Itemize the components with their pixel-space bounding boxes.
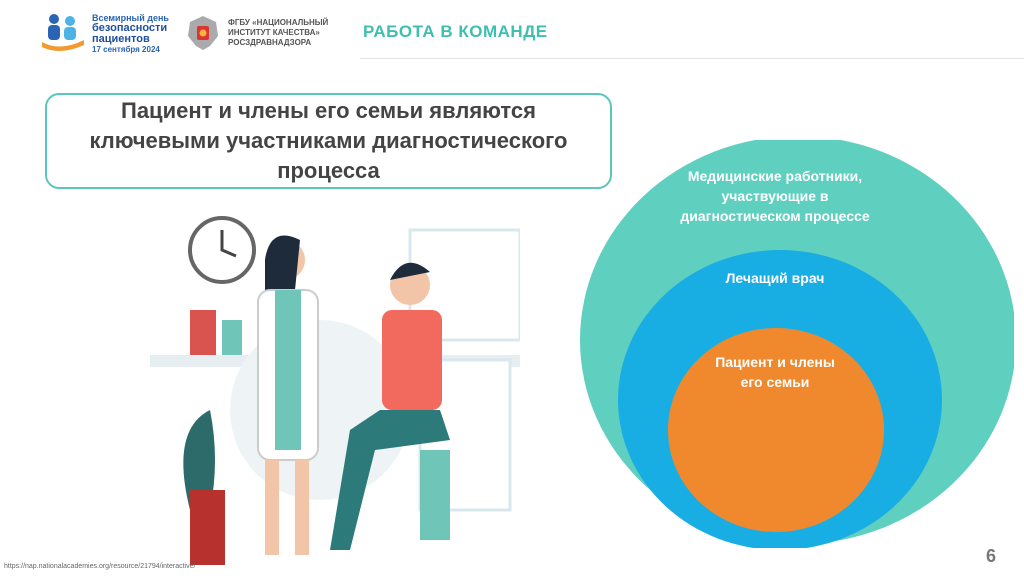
slide-section-title: РАБОТА В КОМАНДЕ xyxy=(363,22,548,41)
logo2-line1: ФГБУ «НАЦИОНАЛЬНЫЙ xyxy=(228,18,329,27)
logo1-date: 17 сентября 2024 xyxy=(92,45,160,54)
circle-patient-family-label: Пациент и члены его семьи xyxy=(715,354,835,390)
logo1-line3: пациентов xyxy=(92,33,150,45)
heading-text: Пациент и члены его семьи являются ключе… xyxy=(89,98,568,183)
emblem-icon xyxy=(188,16,218,50)
patient-safety-day-logo xyxy=(42,14,84,52)
heading-box: Пациент и члены его семьи являются ключе… xyxy=(45,93,612,189)
doctor-patient-illustration xyxy=(150,216,520,565)
circle-attending-doctor-label: Лечащий врач xyxy=(725,270,825,286)
page-number: 6 xyxy=(986,546,997,566)
logo1-line1: Всемирный день xyxy=(92,13,169,23)
circle-patient-family xyxy=(668,328,884,532)
logo2-line3: РОСЗДРАВНАДЗОРА xyxy=(228,38,312,47)
circle-medical-staff-label: Медицинские работники, участвующие в диа… xyxy=(680,168,870,224)
institute-text: ФГБУ «НАЦИОНАЛЬНЫЙ ИНСТИТУТ КАЧЕСТВА» РО… xyxy=(228,18,338,48)
logo2-line2: ИНСТИТУТ КАЧЕСТВА» xyxy=(228,28,320,37)
logo1-line2: безопасности xyxy=(92,22,168,34)
header-divider xyxy=(360,58,1024,59)
care-team-circles xyxy=(580,140,1014,548)
patient-safety-day-text: Всемирный день безопасности пациентов 17… xyxy=(92,13,172,55)
source-link[interactable]: https://nap.nationalacademies.org/resour… xyxy=(4,563,196,570)
